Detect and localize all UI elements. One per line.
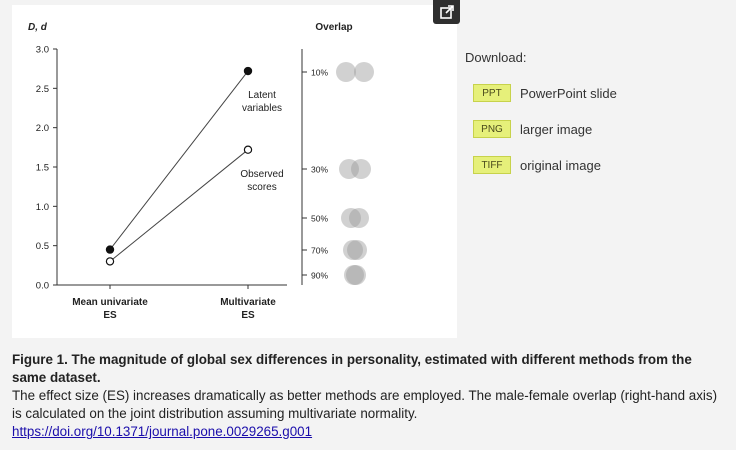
png-badge[interactable]: PNG xyxy=(473,120,511,138)
overlap-circle-female xyxy=(349,208,369,228)
download-ppt-label[interactable]: PowerPoint slide xyxy=(520,85,617,101)
data-point-1-1 xyxy=(243,145,253,154)
overlap-tick-label: 10% xyxy=(311,68,328,78)
x-tick-label: ES xyxy=(103,310,117,321)
x-tick-label: Multivariate xyxy=(220,297,276,308)
overlap-tick-label: 90% xyxy=(311,271,328,281)
overlap-tick-label: 70% xyxy=(311,246,328,256)
download-png-link[interactable]: PNG larger image xyxy=(473,120,725,138)
caption-body: The effect size (ES) increases dramatica… xyxy=(12,388,718,421)
y-tick-label: 2.0 xyxy=(36,123,49,134)
overlap-axis-title: Overlap xyxy=(315,22,352,33)
y-axis-title: D, d xyxy=(28,22,48,33)
tiff-badge[interactable]: TIFF xyxy=(473,156,511,174)
overlap-circle-female xyxy=(351,159,371,179)
series-line-1 xyxy=(109,149,249,262)
overlap-circle-female xyxy=(354,62,374,82)
download-png-label[interactable]: larger image xyxy=(520,121,593,137)
overlap-circle-male xyxy=(339,159,359,179)
y-tick-label: 0.0 xyxy=(36,281,49,292)
figure-image[interactable]: 3.0 2.5 2.0 1.5 1.0 0.5 0.0 D, d Mean univariate… xyxy=(12,5,457,338)
overlap-tick-label: 50% xyxy=(311,214,328,224)
overlap-circle-male xyxy=(336,62,356,82)
download-ppt-link[interactable]: PPT PowerPoint slide xyxy=(473,84,725,102)
overlap-circle-male xyxy=(343,240,363,260)
y-tick-label: 1.0 xyxy=(36,202,49,213)
latent-series-label: variables xyxy=(242,103,282,114)
overlap-circle-female xyxy=(346,265,366,285)
y-tick-label: 2.5 xyxy=(36,84,49,95)
external-link-icon xyxy=(439,5,454,19)
overlap-circle-female xyxy=(347,240,367,260)
download-title: Download: xyxy=(465,50,527,65)
y-tick-label: 3.0 xyxy=(36,45,49,56)
overlap-circle-male xyxy=(341,208,361,228)
observed-series-label: Observed xyxy=(240,169,283,180)
y-tick-label: 1.5 xyxy=(36,163,49,174)
chart-svg: 3.0 2.5 2.0 1.5 1.0 0.5 0.0 D, d Mean univariate… xyxy=(28,22,374,321)
latent-series-label: Latent xyxy=(248,90,276,101)
ppt-badge[interactable]: PPT xyxy=(473,84,511,102)
x-tick-label: Mean univariate xyxy=(72,297,148,308)
download-tiff-label[interactable]: original image xyxy=(520,157,601,173)
data-point-0-1 xyxy=(243,66,253,76)
doi-link[interactable]: https://doi.org/10.1371/journal.pone.002… xyxy=(12,424,313,439)
expand-figure-button[interactable] xyxy=(433,0,460,24)
observed-series-label: scores xyxy=(247,182,276,193)
download-tiff-link[interactable]: TIFF original image xyxy=(473,156,725,174)
data-point-0-0 xyxy=(105,245,115,254)
caption-title: Figure 1. The magnitude of global sex di… xyxy=(12,352,692,385)
y-tick-label: 0.5 xyxy=(36,241,49,252)
x-tick-label: ES xyxy=(241,310,255,321)
data-point-1-0 xyxy=(105,257,115,266)
series-line-0 xyxy=(109,70,249,250)
overlap-circle-male xyxy=(344,265,364,285)
overlap-tick-label: 30% xyxy=(311,165,328,175)
figure-caption: Figure 1. The magnitude of global sex di… xyxy=(12,351,728,441)
download-panel: Download: PPT PowerPoint slide PNG large… xyxy=(465,50,725,192)
